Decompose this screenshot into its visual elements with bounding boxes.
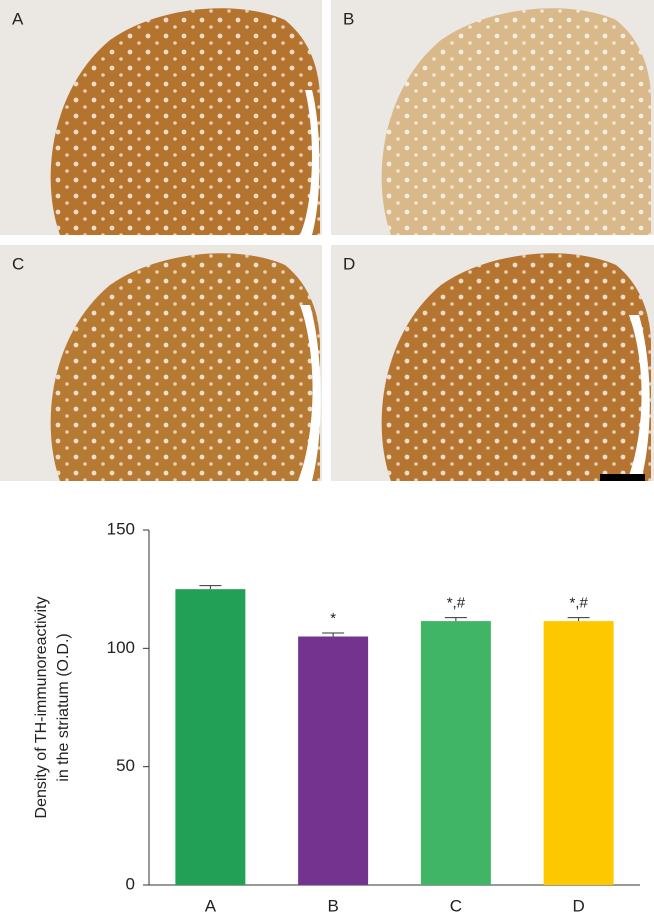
panel-a: A (0, 0, 322, 236)
panel-label: B (343, 9, 354, 28)
panel-b: B (331, 0, 654, 236)
x-tick-label: A (205, 896, 217, 915)
scale-bar (600, 474, 645, 481)
y-tick-label: 100 (107, 638, 135, 657)
annotation: *,# (569, 595, 588, 612)
panel-label: C (12, 254, 24, 273)
annotation: *,# (447, 595, 466, 612)
y-tick-label: 50 (116, 756, 135, 775)
panel-c: C (0, 245, 322, 481)
panel-d: D (331, 245, 654, 481)
x-tick-label: C (450, 896, 462, 915)
y-tick-label: 150 (107, 519, 135, 538)
panel-label: A (12, 9, 24, 28)
x-tick-label: D (572, 896, 584, 915)
x-tick-label: B (327, 896, 338, 915)
micrographs: A B C D (0, 0, 654, 481)
y-tick-label: 0 (126, 874, 135, 893)
annotation: * (330, 610, 336, 627)
bar (298, 636, 369, 885)
bar (420, 621, 491, 885)
y-axis-label: Density of TH-immunoreactivity (33, 597, 50, 819)
bar (543, 621, 614, 885)
y-axis-label: in the striatum (O.D.) (55, 633, 72, 781)
panel-label: D (343, 254, 355, 273)
bar (175, 589, 246, 885)
